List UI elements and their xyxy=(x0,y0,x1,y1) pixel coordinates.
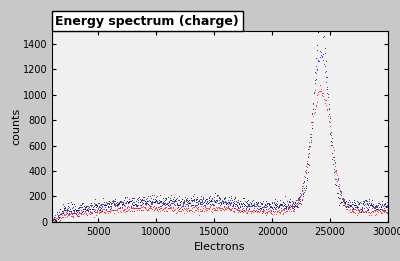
X-axis label: Electrons: Electrons xyxy=(194,242,246,252)
Text: Energy spectrum (charge): Energy spectrum (charge) xyxy=(55,15,239,27)
Y-axis label: counts: counts xyxy=(11,108,21,145)
